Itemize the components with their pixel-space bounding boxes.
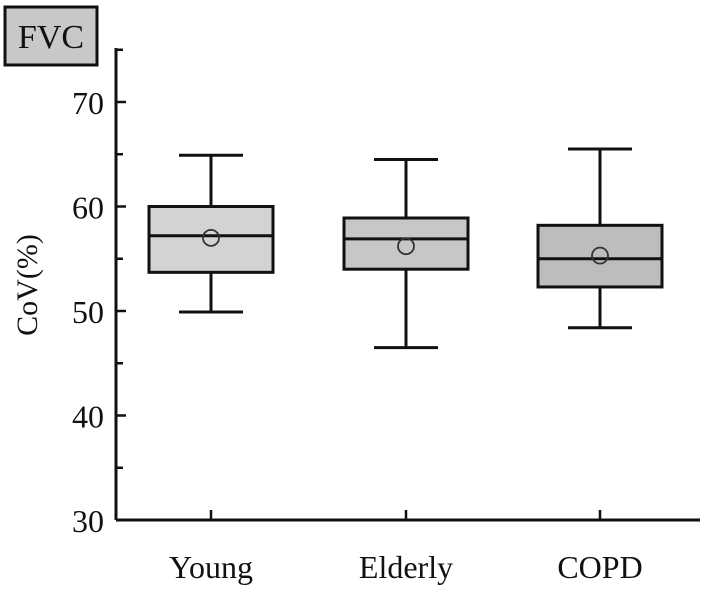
box-plot-elderly [342,157,470,350]
x-tick-label: COPD [557,549,642,585]
mean-marker [202,228,220,247]
iqr-box [342,216,470,271]
title-box-frame [3,5,99,67]
box-plot-copd [536,147,664,330]
x-tick-label: Elderly [359,549,453,585]
iqr-box [147,205,275,274]
y-tick-label: 70 [72,85,104,121]
box-plot-young [147,153,275,314]
y-axis-label: CoV(%) [11,234,44,336]
axes: 30 40 50 60 70 Young Elderly COPD [72,48,700,585]
mean-marker [591,246,609,265]
y-tick-label: 40 [72,399,104,435]
y-tick-label: 60 [72,190,104,226]
box-plot-series [147,147,664,350]
iqr-box [536,223,664,289]
chart-title: FVC [18,19,84,56]
mean-marker [397,237,415,256]
title-box: FVC [3,5,99,67]
y-tick-label: 30 [72,503,104,539]
x-tick-label: Young [169,549,253,585]
y-tick-label: 50 [72,294,104,330]
